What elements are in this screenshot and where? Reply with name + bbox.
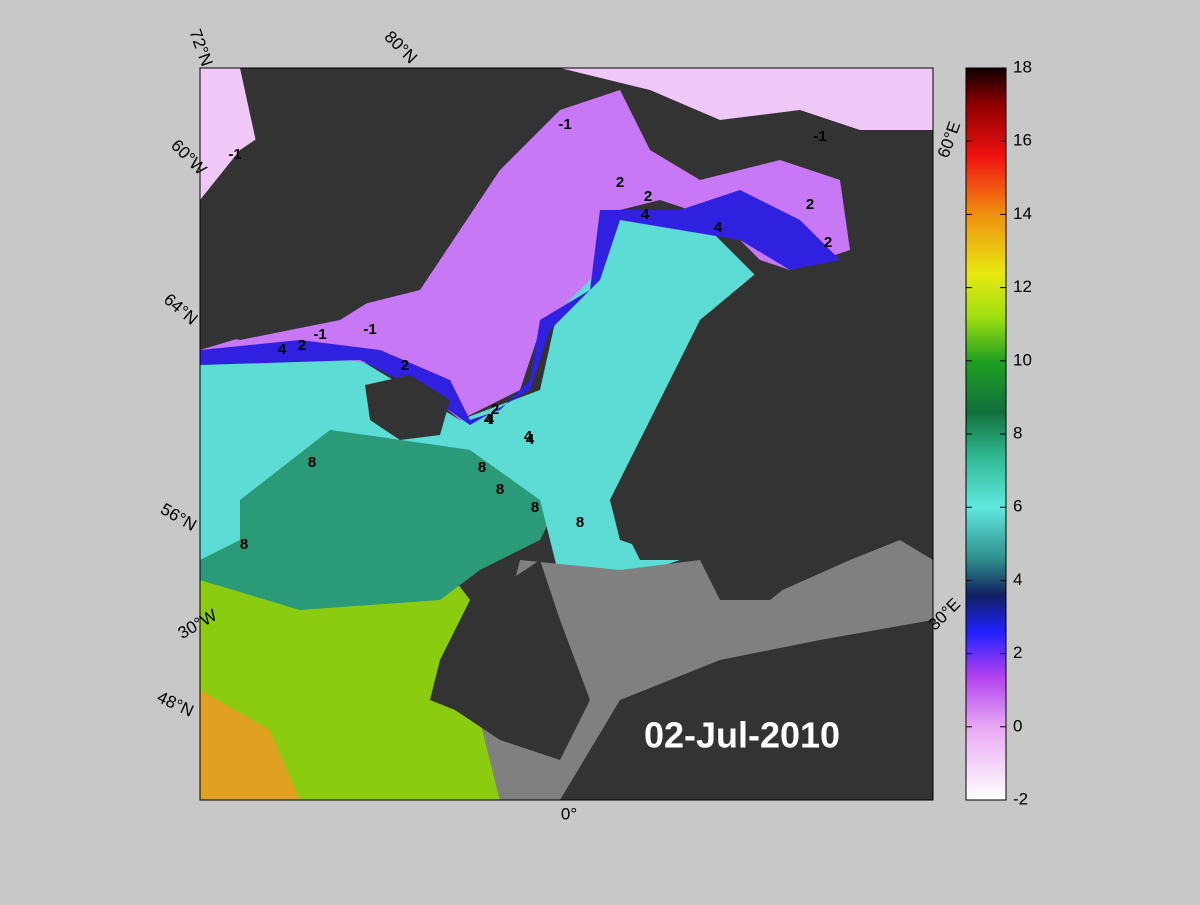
- contour-label: 4: [278, 341, 287, 358]
- greenland: [200, 68, 520, 340]
- graticule-label: 80°N: [381, 27, 421, 67]
- graticule-label: 60°E: [934, 119, 965, 160]
- contour-label: 4: [714, 219, 723, 236]
- colorbar: [965, 67, 1007, 801]
- contour-label: 2: [806, 196, 814, 213]
- sea-warm: [200, 560, 500, 800]
- contour-label: 4: [641, 206, 650, 223]
- graticule-label: 48°N: [154, 687, 196, 720]
- sea-cyan: [200, 210, 760, 580]
- contour-label: 8: [478, 459, 486, 476]
- contour-label: -1: [228, 146, 241, 163]
- contour-label: -1: [313, 326, 326, 343]
- sea-purple: [200, 90, 850, 420]
- colorbar-tick-label: 8: [1013, 423, 1022, 442]
- contour-label: 8: [240, 536, 248, 553]
- graticule-label: 56°N: [157, 499, 199, 534]
- colorbar-tick-label: 18: [1013, 57, 1032, 76]
- colorbar-tick-label: 2: [1013, 643, 1022, 662]
- colorbar-tick-label: 6: [1013, 497, 1022, 516]
- colorbar-tick-label: 16: [1013, 131, 1032, 150]
- contour-label: 8: [308, 454, 316, 471]
- contour-label: 2: [298, 337, 306, 354]
- sea-blue: [200, 190, 840, 425]
- contour-label: 4: [524, 428, 533, 445]
- sea-pink-ne: [560, 68, 933, 130]
- contour-label: 8: [496, 481, 504, 498]
- colorbar-tick-label: 0: [1013, 716, 1022, 735]
- colorbar-ticks: -2 0 2 4 6 8 10 12 14 16 18: [966, 57, 1032, 808]
- colorbar-tick-label: 4: [1013, 570, 1022, 589]
- colorbar-tick-label: 14: [1013, 204, 1032, 223]
- colorbar-tick-label: -2: [1013, 789, 1028, 808]
- graticule-label: 72°N: [186, 27, 217, 69]
- contour-label: 2: [401, 357, 409, 374]
- contour-label: 4: [484, 411, 493, 428]
- contour-label: -1: [558, 116, 571, 133]
- colorbar-tick-label: 10: [1013, 350, 1032, 369]
- contour-label: 8: [531, 499, 539, 516]
- graticule-label: 0°: [561, 804, 577, 823]
- contour-label: 2: [644, 188, 652, 205]
- contour-label: -1: [363, 321, 376, 338]
- graticule-label: 64°N: [160, 290, 201, 329]
- sea-warm-south: [200, 690, 300, 800]
- date-label: 02-Jul-2010: [644, 715, 840, 756]
- contour-label: 2: [616, 174, 624, 191]
- sea-mid: [200, 430, 560, 610]
- contour-label: 8: [576, 514, 584, 531]
- contour-label: 2: [824, 234, 832, 251]
- map-frame: [199, 67, 934, 801]
- contour-label: 2: [491, 401, 499, 418]
- scandinavia: [610, 260, 933, 600]
- british-isles: [440, 560, 590, 760]
- iceland: [365, 375, 450, 440]
- continent: [560, 620, 933, 800]
- contour-label: 4: [526, 431, 535, 448]
- map: [200, 68, 933, 800]
- colorbar-tick-label: 12: [1013, 277, 1032, 296]
- contour-label: 4: [486, 411, 495, 428]
- contour-label: -1: [813, 128, 826, 145]
